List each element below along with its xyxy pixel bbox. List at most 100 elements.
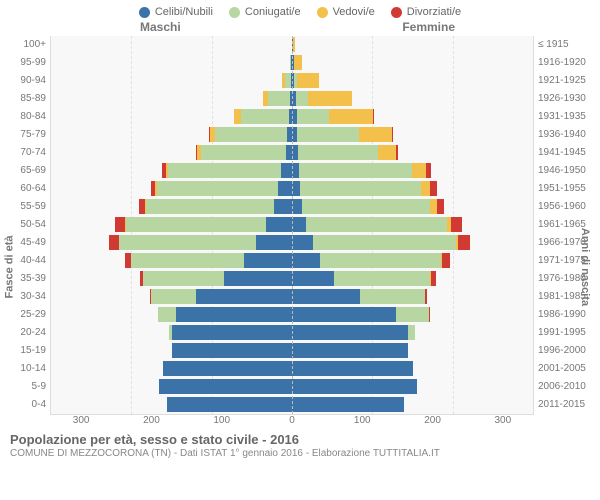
segment-con: [296, 91, 308, 106]
segment-cel: [278, 181, 292, 196]
segment-con: [306, 217, 447, 232]
bar-female: [292, 342, 533, 360]
birth-tick: 1951-1955: [538, 180, 586, 198]
segment-con: [131, 253, 243, 268]
age-tick: 60-64: [20, 180, 46, 198]
segment-con: [302, 199, 431, 214]
y-axis-title-right: Anni di nascita: [579, 228, 591, 306]
chart-area: Fasce di età Anni di nascita 100+95-9990…: [0, 36, 600, 415]
segment-con: [320, 253, 441, 268]
segment-con: [396, 307, 428, 322]
segment-ved: [378, 145, 396, 160]
segment-con: [298, 145, 378, 160]
segment-div: [458, 235, 470, 250]
x-tick: 300: [46, 415, 116, 426]
legend-label: Divorziati/e: [407, 6, 461, 18]
bar-male: [51, 216, 292, 234]
segment-div: [430, 181, 436, 196]
segment-div: [437, 199, 444, 214]
bar-male: [51, 342, 292, 360]
segment-con: [297, 127, 360, 142]
bar-male: [51, 126, 292, 144]
birth-tick: 1991-1995: [538, 324, 586, 342]
bar-female: [292, 144, 533, 162]
segment-cel: [292, 325, 408, 340]
age-tick: 70-74: [20, 144, 46, 162]
legend: Celibi/NubiliConiugati/eVedovi/eDivorzia…: [0, 0, 600, 20]
segment-con: [143, 271, 223, 286]
segment-con: [146, 199, 275, 214]
bar-female: [292, 360, 533, 378]
segment-cel: [224, 271, 292, 286]
segment-cel: [292, 199, 302, 214]
segment-ved: [412, 163, 426, 178]
bar-female: [292, 234, 533, 252]
segment-div: [425, 289, 427, 304]
bar-female: [292, 396, 533, 414]
segment-cel: [292, 289, 360, 304]
segment-con: [408, 325, 414, 340]
birth-tick: 1931-1935: [538, 108, 586, 126]
segment-con: [299, 163, 411, 178]
segment-con: [241, 109, 289, 124]
birth-tick: 1996-2000: [538, 342, 586, 360]
bar-male: [51, 108, 292, 126]
age-tick: 55-59: [20, 198, 46, 216]
bar-female: [292, 198, 533, 216]
chart-title: Popolazione per età, sesso e stato civil…: [10, 432, 590, 447]
segment-ved: [297, 73, 319, 88]
chart-subtitle: COMUNE DI MEZZOCORONA (TN) - Dati ISTAT …: [10, 448, 590, 459]
segment-cel: [292, 163, 299, 178]
age-tick: 15-19: [20, 342, 46, 360]
bar-male: [51, 234, 292, 252]
bar-female: [292, 252, 533, 270]
chart-container: Celibi/NubiliConiugati/eVedovi/eDivorzia…: [0, 0, 600, 500]
segment-div: [373, 109, 374, 124]
segment-con: [215, 127, 287, 142]
bar-male: [51, 72, 292, 90]
segment-div: [451, 217, 462, 232]
bar-male: [51, 288, 292, 306]
legend-swatch: [139, 7, 150, 18]
birth-tick: 1941-1945: [538, 144, 586, 162]
bar-male: [51, 162, 292, 180]
legend-item: Coniugati/e: [229, 6, 301, 18]
segment-con: [168, 163, 280, 178]
age-tick: 65-69: [20, 162, 46, 180]
birth-tick: 1921-1925: [538, 72, 586, 90]
x-tick: 100: [327, 415, 397, 426]
segment-div: [392, 127, 394, 142]
bar-female: [292, 180, 533, 198]
segment-cel: [274, 199, 292, 214]
birth-tick: 1946-1950: [538, 162, 586, 180]
bar-male: [51, 252, 292, 270]
age-tick: 5-9: [32, 378, 46, 396]
legend-item: Celibi/Nubili: [139, 6, 213, 18]
bar-female: [292, 162, 533, 180]
age-tick: 20-24: [20, 324, 46, 342]
x-tick: 300: [468, 415, 538, 426]
x-tick: 200: [116, 415, 186, 426]
gender-labels: Maschi Femmine: [0, 20, 600, 36]
legend-swatch: [317, 7, 328, 18]
legend-item: Divorziati/e: [391, 6, 461, 18]
segment-con: [157, 181, 278, 196]
bar-male: [51, 90, 292, 108]
segment-ved: [329, 109, 373, 124]
segment-cel: [292, 397, 404, 412]
bar-female: [292, 54, 533, 72]
bar-female: [292, 270, 533, 288]
segment-con: [268, 91, 290, 106]
age-tick: 50-54: [20, 216, 46, 234]
segment-con: [297, 109, 329, 124]
segment-cel: [176, 307, 292, 322]
bar-female: [292, 216, 533, 234]
age-tick: 80-84: [20, 108, 46, 126]
chart-footer: Popolazione per età, sesso e stato civil…: [0, 426, 600, 459]
x-tick: 0: [257, 415, 327, 426]
segment-cel: [292, 181, 300, 196]
bar-female: [292, 108, 533, 126]
bar-male: [51, 378, 292, 396]
segment-cel: [292, 271, 334, 286]
segment-cel: [292, 307, 396, 322]
